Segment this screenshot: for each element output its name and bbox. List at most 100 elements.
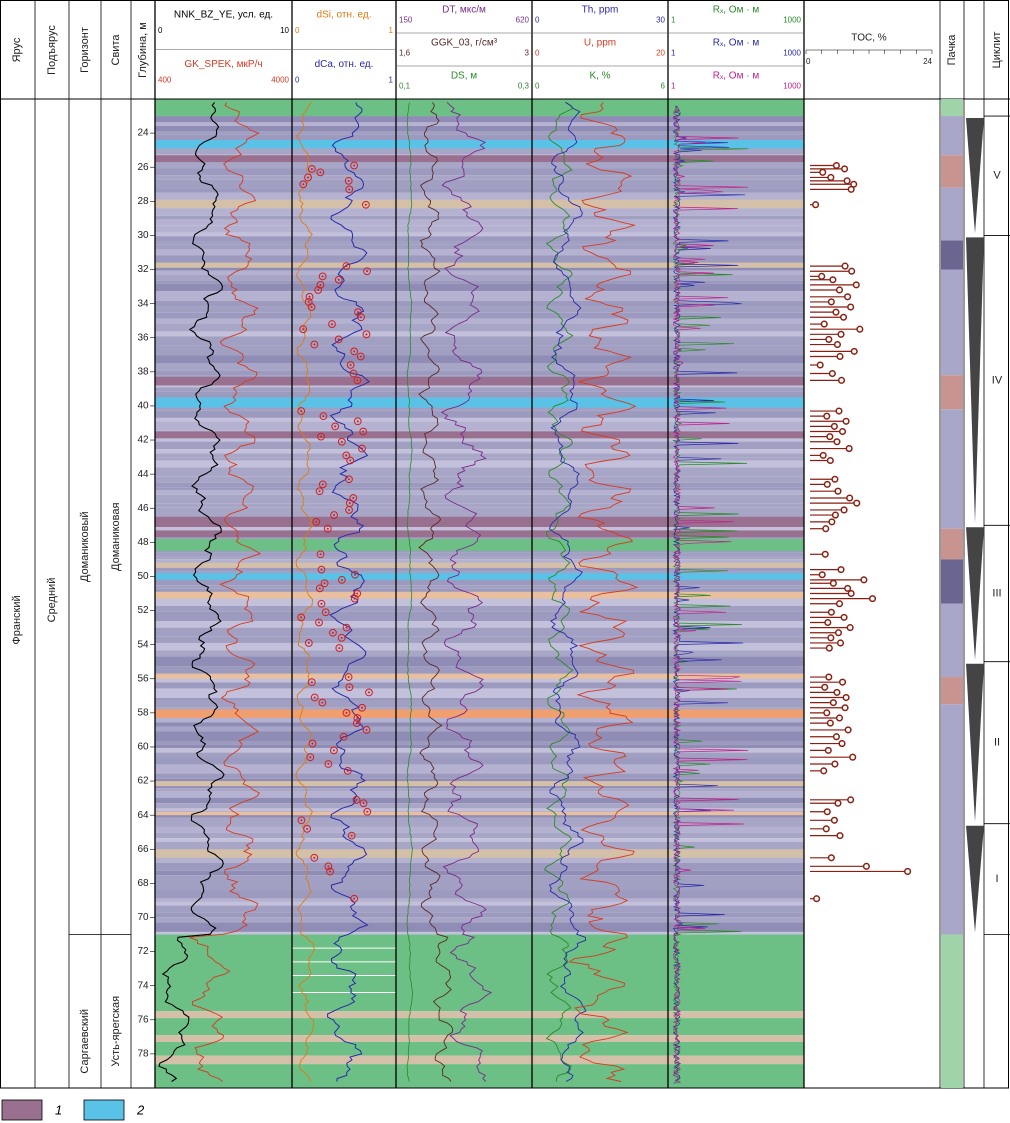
pack-unit: [941, 155, 963, 188]
stage-value: Франский: [11, 595, 23, 644]
sample-marker-dot: [347, 478, 350, 481]
sample-marker-dot: [309, 756, 312, 759]
cycle-triangle: [966, 527, 984, 660]
sample-marker-dot: [327, 763, 330, 766]
sample-marker-dot: [308, 295, 311, 298]
toc-point: [834, 799, 842, 807]
sample-marker-dot: [356, 716, 359, 719]
sample-marker-dot: [364, 203, 367, 206]
toc-point: [836, 352, 844, 361]
lithology-band: [155, 838, 804, 842]
sample-marker-dot: [300, 410, 303, 413]
sample-marker: [317, 599, 326, 608]
lithology-band: [155, 764, 804, 774]
sample-marker: [358, 703, 366, 712]
sample-marker: [344, 176, 353, 185]
pack-unit: [941, 677, 963, 705]
sample-marker: [345, 683, 354, 692]
track-curve-name: GK_SPEK, мкР/ч: [184, 59, 262, 70]
sample-marker-dot: [348, 508, 351, 511]
sample-marker-dot: [332, 749, 335, 752]
sample-marker-dot: [302, 328, 305, 331]
sample-marker-dot: [329, 870, 332, 873]
legend-swatch: [83, 1099, 125, 1121]
lithology-band: [155, 585, 804, 589]
lithology-band: [155, 722, 804, 727]
sample-marker: [319, 412, 328, 421]
lithology-band: [155, 1064, 804, 1088]
lithology-band: [155, 125, 804, 132]
lithology-band: [155, 741, 804, 745]
toc-point: [847, 303, 855, 311]
track-curve-name: K, %: [589, 71, 610, 82]
lithology-band: [155, 476, 804, 483]
lithology-band: [155, 642, 804, 651]
lithology-band: [155, 291, 804, 301]
toc-point: [849, 753, 857, 761]
sample-marker: [353, 589, 362, 598]
sample-marker: [312, 517, 321, 526]
sample-marker: [330, 511, 338, 519]
depth-tick-label: 68: [137, 878, 149, 889]
lithology-band: [155, 99, 804, 117]
track-curve-name: Rₓ, Ом · м: [713, 5, 760, 16]
track-scale-min: 0: [535, 16, 540, 25]
pack-unit: [941, 704, 963, 935]
lithology-band: [155, 596, 804, 606]
lithology-band: [155, 160, 804, 169]
lithology-band: [155, 650, 804, 657]
sample-marker-dot: [349, 459, 352, 462]
lithology-band: [155, 122, 804, 126]
lithology-band: [155, 208, 804, 216]
sample-marker: [353, 376, 362, 385]
depth-tick-label: 46: [137, 503, 149, 514]
toc-point: [819, 451, 827, 459]
legend-label: 2: [136, 1102, 145, 1117]
sample-marker-dot: [353, 164, 356, 167]
sample-marker-dot: [360, 706, 363, 709]
sample-marker: [321, 608, 330, 617]
lithology-band: [155, 179, 804, 189]
lithology-band: [155, 709, 804, 718]
sample-marker-dot: [306, 827, 309, 830]
lithology-band: [155, 552, 804, 556]
track-curve-name: U, ppm: [584, 38, 616, 49]
lithology-band: [155, 832, 804, 839]
sample-marker: [337, 575, 346, 584]
toc-point: [822, 525, 830, 533]
lithology-band: [155, 797, 804, 804]
lithology-band: [155, 697, 804, 701]
depth-tick-label: 52: [137, 605, 149, 616]
sample-marker: [342, 623, 351, 632]
sample-marker: [362, 330, 371, 339]
lithology-band: [155, 901, 804, 906]
sample-marker-dot: [313, 343, 316, 346]
lithology-band: [155, 773, 804, 779]
sample-marker-dot: [310, 681, 313, 684]
lithology-band: [155, 146, 804, 155]
sample-marker: [363, 807, 372, 816]
sample-marker-dot: [361, 447, 364, 450]
lithology-band: [155, 391, 804, 395]
lithology-band: [155, 410, 804, 418]
sample-marker-dot: [321, 275, 324, 278]
lithology-band: [155, 397, 804, 408]
depth-tick-label: 58: [137, 708, 149, 719]
sample-marker-dot: [313, 856, 316, 859]
toc-point: [834, 487, 842, 495]
track-scale-max: 1000: [783, 49, 801, 58]
lithology-band: [155, 1041, 804, 1056]
cycle-triangle: [966, 237, 984, 524]
track-scale-min: 0: [535, 82, 540, 91]
lithology-band: [155, 155, 804, 163]
lithology-band: [155, 503, 804, 508]
sample-marker-dot: [347, 179, 350, 182]
suite-unit: Усть-ярегская: [110, 996, 122, 1067]
lithology-band: [155, 700, 804, 708]
sample-marker: [320, 579, 329, 588]
lithology-band: [155, 917, 804, 923]
sample-marker-dot: [318, 587, 321, 590]
sample-marker: [297, 816, 306, 825]
lithology-band: [155, 1035, 804, 1042]
lithology-band: [155, 934, 804, 1012]
